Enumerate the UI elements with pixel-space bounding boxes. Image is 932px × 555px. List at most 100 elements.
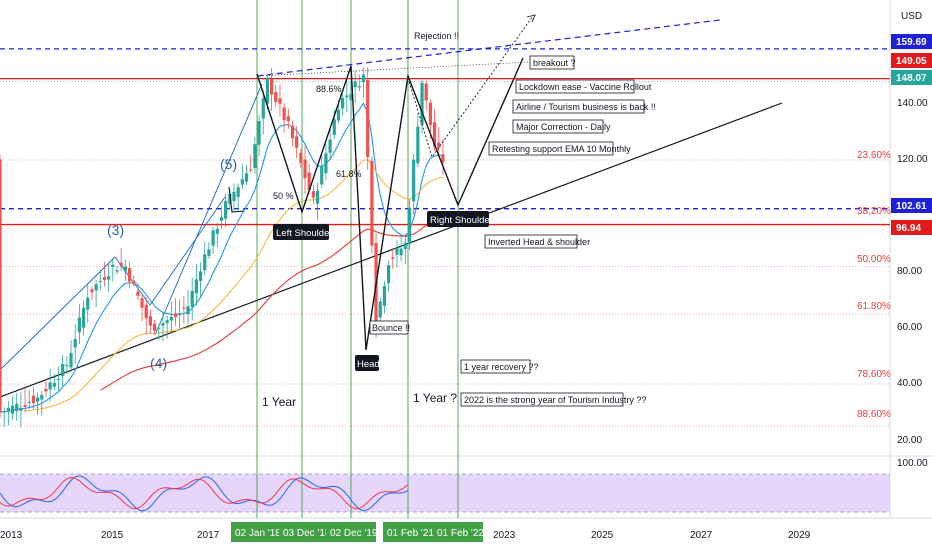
candle-body [123, 266, 127, 272]
price-tag-102: 102.61 [891, 198, 932, 213]
candle-body [236, 187, 240, 198]
svg-text:Airline / Tourism business is: Airline / Tourism business is back !! [516, 102, 656, 112]
x-tick-label: 2017 [197, 530, 220, 541]
fib-886-label: 88.6% [316, 84, 342, 94]
candle-body [228, 193, 232, 205]
projection-arrowhead [526, 14, 536, 23]
inverted-hs-callout: Inverted Head & shoulder [484, 234, 590, 249]
candles [0, 67, 445, 428]
candle-body [186, 306, 190, 315]
candle-body [382, 286, 387, 306]
candle-body [320, 165, 324, 185]
candle-body [341, 97, 345, 109]
candle-body [169, 316, 173, 321]
candle-body [441, 154, 445, 163]
svg-text:01 Feb '22: 01 Feb '22 [437, 528, 484, 539]
candle-body [165, 320, 169, 324]
candle-body [40, 394, 44, 400]
lockdown-callout: Lockdown ease - Vaccine Rollout [515, 79, 652, 94]
candle-body [437, 142, 441, 148]
svg-text:Right Shoulder: Right Shoulder [430, 215, 493, 226]
airline-callout: Airline / Tourism business is back !! [512, 99, 656, 114]
candle-body [127, 268, 132, 282]
candle-body [86, 297, 90, 310]
candle-body [73, 338, 77, 348]
candle-body [336, 109, 341, 121]
svg-text:01 Feb '21: 01 Feb '21 [387, 528, 434, 539]
candle-body [102, 277, 107, 280]
candle-body [173, 313, 178, 318]
candle-body [391, 257, 395, 259]
candle-body [148, 316, 153, 326]
y-tick-label: 20.00 [897, 435, 922, 446]
candle-body [224, 201, 228, 219]
candle-body [0, 159, 2, 413]
candle-body [278, 98, 282, 104]
fib-label: 23.60% [857, 150, 891, 161]
candle-body [424, 83, 428, 101]
candle-body [178, 313, 182, 315]
x-tick-label: 2023 [493, 530, 516, 541]
fib-label: 78.60% [857, 369, 891, 380]
svg-text:Left Shoulder: Left Shoulder [276, 228, 333, 239]
svg-text:breakout ?: breakout ? [533, 58, 576, 68]
y-tick-label: 60.00 [897, 322, 922, 333]
candle-body [232, 191, 236, 202]
candle-body [416, 126, 420, 164]
candle-body [27, 402, 31, 404]
pattern-zigzag [256, 57, 524, 351]
candle-body [261, 98, 265, 119]
candle-body [2, 411, 6, 413]
candle-body [31, 395, 36, 404]
candle-body [265, 78, 270, 104]
stoch-rsi-d [0, 476, 409, 510]
candle-body [48, 382, 52, 390]
wave-label: (4) [150, 355, 167, 371]
y-tick-label: 120.00 [897, 154, 928, 165]
candle-body [274, 92, 278, 103]
svg-text:Major Correction - Daily: Major Correction - Daily [516, 122, 611, 132]
one-year-question-label: 1 Year ? [413, 391, 457, 405]
candle-body [257, 120, 261, 145]
candle-body [115, 270, 119, 272]
date-tag: 01 Feb '22 [433, 522, 484, 542]
candle-body [353, 81, 357, 88]
upper-channel-line [256, 19, 721, 77]
candle-body [432, 122, 437, 147]
price-tag-label: 149.05 [896, 56, 927, 67]
candle-body [403, 242, 407, 249]
candle-body [198, 271, 203, 281]
candle-body [345, 95, 349, 98]
channel-line [0, 256, 116, 371]
svg-text:Head: Head [357, 359, 380, 370]
candle-body [69, 353, 73, 368]
svg-text:03 Dec '18: 03 Dec '18 [283, 528, 331, 539]
candle-body [349, 93, 353, 101]
candle-body [10, 405, 15, 414]
breakout-callout: breakout ? [529, 55, 576, 70]
candle-body [240, 179, 244, 185]
candle-body [428, 102, 432, 126]
candle-body [23, 404, 27, 407]
svg-text:Bounce !!: Bounce !! [372, 323, 410, 333]
rsi-band [0, 474, 890, 512]
left-shoulder-callout: Left Shoulder [273, 224, 333, 240]
candle-body [44, 388, 48, 392]
candle-body [386, 265, 391, 284]
candle-body [407, 207, 412, 245]
candle-body [136, 291, 140, 296]
candle-body [307, 172, 311, 190]
candle-body [61, 364, 65, 376]
date-tag: 02 Jan '18 [231, 522, 283, 542]
candle-body [190, 290, 194, 307]
candle-body [303, 159, 307, 179]
candle-body [15, 403, 19, 412]
retesting-callout: Retesting support EMA 10 Monthly [488, 141, 631, 156]
candle-body [182, 307, 186, 309]
rsi-lines [0, 473, 890, 513]
candle-body [153, 323, 157, 331]
candle-body [77, 317, 81, 333]
candle-body [211, 230, 215, 246]
